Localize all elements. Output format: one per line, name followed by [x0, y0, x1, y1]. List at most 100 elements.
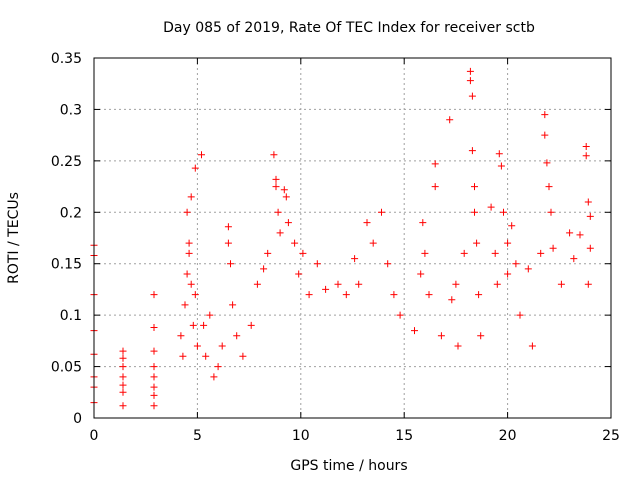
data-point	[313, 260, 321, 268]
data-point	[274, 208, 282, 216]
data-point	[227, 260, 234, 268]
data-point	[547, 208, 555, 216]
data-point	[504, 270, 512, 278]
data-point	[586, 244, 594, 252]
data-point	[545, 183, 553, 191]
x-tick-label: 15	[395, 428, 413, 444]
data-point	[570, 255, 578, 263]
data-point	[191, 291, 199, 299]
data-point	[543, 159, 551, 167]
data-point	[187, 280, 195, 288]
data-point	[431, 183, 439, 191]
plot-frame	[93, 57, 612, 419]
data-point	[475, 291, 483, 299]
data-point	[431, 160, 439, 168]
data-point	[541, 111, 549, 119]
data-point	[185, 249, 193, 257]
y-tick-label: 0.35	[51, 51, 82, 67]
data-point	[584, 198, 592, 206]
data-point	[378, 208, 385, 216]
data-point	[119, 402, 127, 410]
x-tick-label: 20	[499, 428, 517, 444]
data-point	[119, 388, 127, 396]
y-tick-label: 0	[73, 411, 82, 427]
data-point	[282, 193, 290, 201]
data-point	[411, 327, 418, 335]
data-point	[322, 285, 330, 293]
data-point	[425, 291, 433, 299]
data-point	[214, 363, 222, 371]
data-point	[150, 391, 158, 399]
data-point	[150, 363, 158, 371]
data-point	[351, 255, 359, 263]
data-point	[477, 332, 485, 340]
data-point	[495, 150, 503, 158]
data-point	[224, 223, 232, 231]
data-point	[487, 203, 495, 211]
y-tick-label: 0.15	[51, 257, 82, 273]
data-point	[471, 208, 478, 216]
data-point	[150, 383, 158, 391]
data-point	[363, 219, 371, 227]
data-point	[586, 212, 594, 220]
data-point	[280, 186, 288, 194]
data-point	[497, 162, 505, 170]
data-point	[276, 229, 284, 237]
data-point	[468, 92, 476, 100]
data-point	[218, 342, 226, 350]
data-point	[260, 265, 268, 273]
data-point	[233, 332, 241, 340]
data-point	[253, 280, 261, 288]
data-point	[390, 291, 398, 299]
data-point	[119, 373, 127, 381]
data-point	[210, 373, 218, 381]
data-point	[272, 175, 280, 183]
x-tick-label: 5	[193, 428, 202, 444]
data-point	[549, 244, 557, 252]
data-point	[454, 342, 462, 350]
data-point	[491, 249, 499, 257]
data-point	[437, 332, 445, 340]
data-point	[524, 265, 532, 273]
data-point	[177, 332, 185, 340]
data-point	[466, 77, 474, 85]
data-point	[446, 116, 454, 124]
data-point	[541, 131, 549, 139]
x-tick-label: 25	[602, 428, 620, 444]
y-tick-label: 0.3	[60, 102, 82, 118]
data-point	[206, 311, 214, 319]
y-tick-label: 0.25	[51, 154, 82, 170]
data-point	[272, 183, 280, 191]
x-tick-label: 0	[90, 428, 99, 444]
data-point	[557, 280, 565, 288]
x-tick-label: 10	[292, 428, 310, 444]
data-point	[150, 347, 158, 355]
data-point	[295, 270, 303, 278]
data-point	[566, 229, 574, 237]
data-point	[419, 219, 427, 227]
x-axis-label: GPS time / hours	[290, 458, 407, 474]
data-point	[183, 208, 191, 216]
data-point	[582, 152, 590, 160]
data-point	[291, 239, 299, 247]
data-point	[200, 321, 208, 329]
data-point	[384, 260, 392, 268]
data-point	[396, 311, 404, 319]
grid-lines	[94, 58, 611, 418]
data-point	[493, 280, 501, 288]
chart-title: Day 085 of 2019, Rate Of TEC Index for r…	[163, 20, 535, 36]
y-tick-label: 0.1	[60, 308, 82, 324]
data-point	[119, 363, 127, 371]
data-point	[516, 311, 524, 319]
data-point	[150, 373, 158, 381]
data-point	[193, 342, 201, 350]
data-point	[150, 324, 158, 331]
data-point	[528, 342, 536, 350]
data-point	[185, 239, 193, 247]
data-point	[417, 270, 425, 278]
data-point	[202, 352, 210, 360]
y-tick-label: 0.05	[51, 360, 82, 376]
data-point	[187, 193, 195, 201]
